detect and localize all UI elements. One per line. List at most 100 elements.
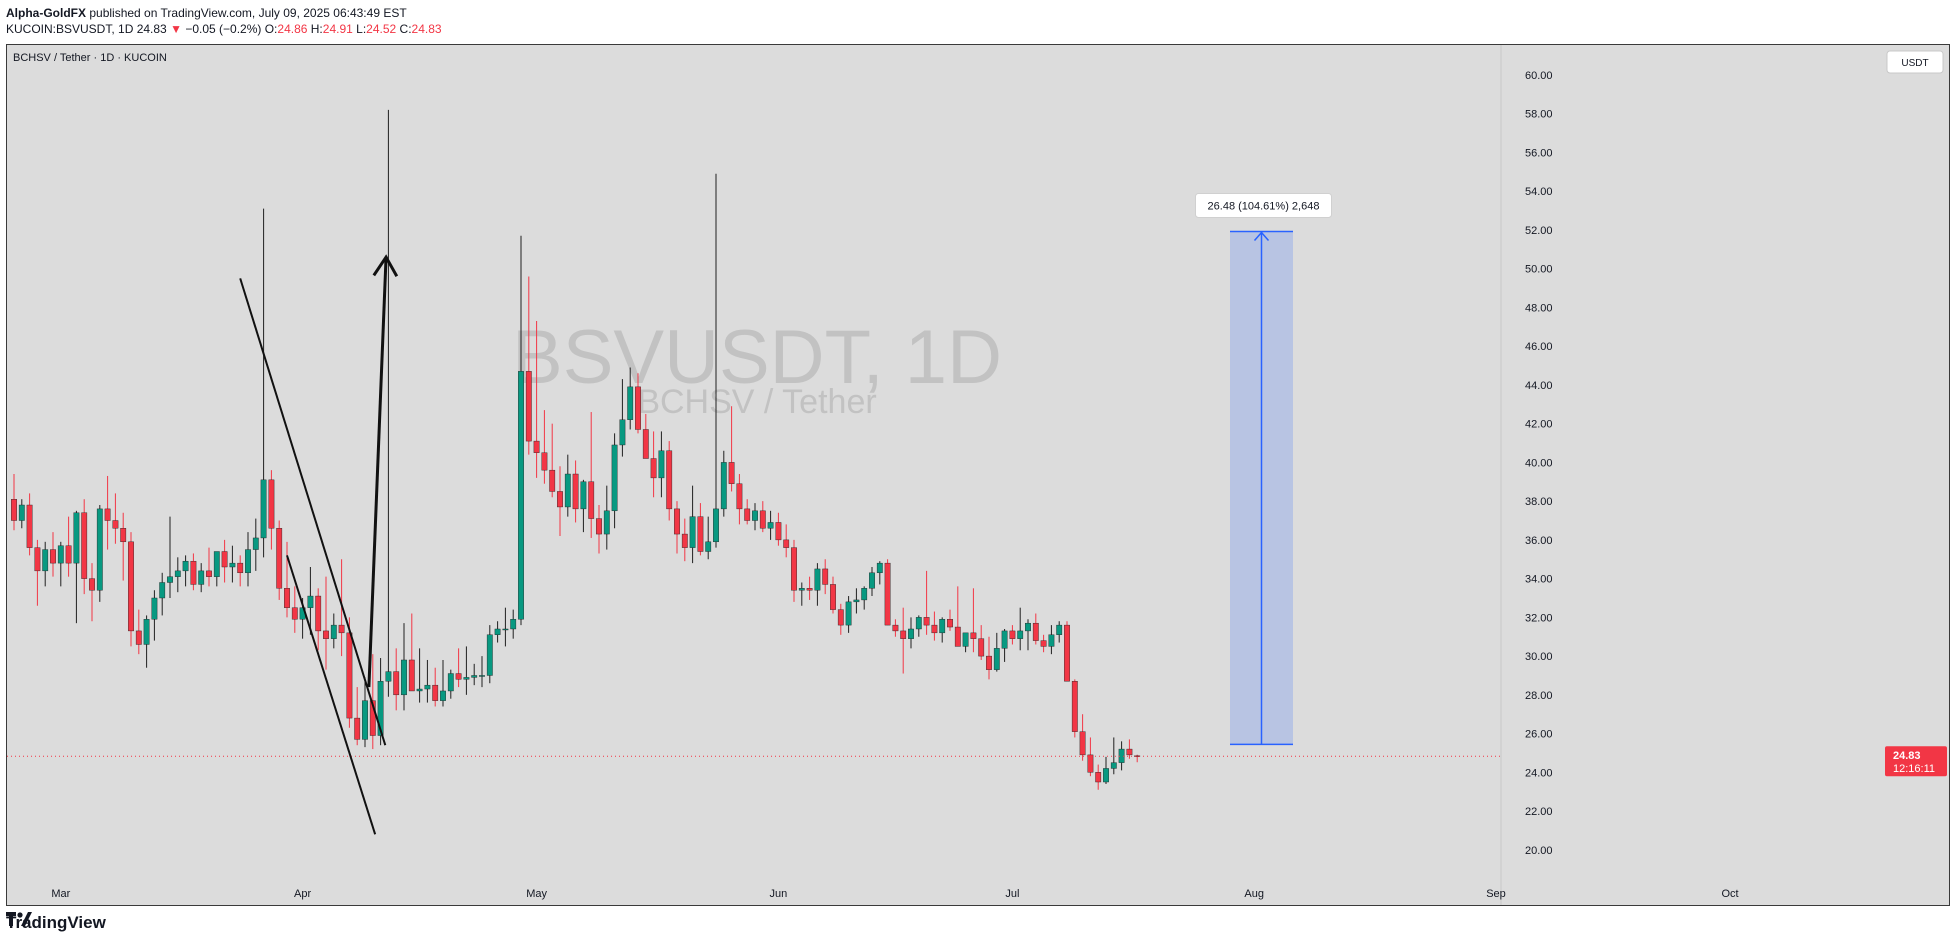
candle-body [502,628,509,631]
candle-body [580,481,587,510]
target-arrow-head-icon [372,254,399,278]
candle-body [572,473,579,510]
candle-body [549,469,556,492]
low-value: 24.52 [366,22,397,36]
candle-body [252,537,259,550]
candle-body [338,624,345,634]
high-value: 24.91 [322,22,353,36]
symbol-line: KUCOIN:BSVUSDT, 1D [6,22,134,36]
candle-body [104,508,111,521]
price-tick-label: 26.00 [1525,729,1553,741]
candle-body [798,588,805,591]
price-tick-label: 30.00 [1525,651,1553,663]
candle-body [728,462,735,484]
candle-body [767,522,774,529]
candle-body [369,700,376,736]
price-tick-label: 28.00 [1525,690,1553,702]
candle-body [416,688,423,692]
candle-body [190,560,197,585]
close-value: 24.83 [411,22,442,36]
price-tick-label: 34.00 [1525,574,1553,586]
candle-body [642,429,649,459]
candle-body [42,549,49,572]
candle-body [837,609,844,626]
candle-body [978,638,985,657]
candle-body [96,508,103,591]
candle-body [1009,630,1016,639]
candle-body [791,547,797,591]
tradingview-brand: TradingView [6,913,106,932]
time-tick-label: Oct [1721,888,1738,900]
chart-panel[interactable]: BSVUSDT, 1D BCHSV / Tether 20.00 22.00 24.0… [6,44,1950,906]
candle-body [291,607,298,620]
candle-body [564,473,571,508]
candle-body [541,452,548,471]
candle-body [1126,748,1133,756]
currency-button[interactable] [1886,50,1944,74]
candle-body [432,684,439,701]
candle-body [923,617,930,626]
price-tag [1885,746,1947,777]
candle-body [213,551,220,577]
candle-body [697,516,704,552]
currency-button-label: USDT [1901,58,1928,69]
candle-body [167,576,173,583]
candle-body [1103,768,1109,783]
candle-body [128,541,134,632]
candle-body [908,628,914,639]
candle-body [1087,754,1094,773]
candle-body [705,541,712,552]
candle-body [143,619,150,645]
candle-body [939,619,946,634]
candle-body [1056,624,1063,635]
candle-body [884,562,891,626]
candle-body [50,549,56,564]
candle-body [463,677,470,680]
candle-body [666,450,673,510]
open-label: O: [264,22,278,36]
candle-body [627,386,634,420]
candle-body [237,562,244,574]
candle-body [479,675,485,677]
candle-body [260,479,267,539]
price-tag-value: 24.83 [1893,750,1921,762]
open-value: 24.86 [277,22,308,36]
candle-body [206,570,212,577]
author-name[interactable]: Alpha-GoldFX [6,6,86,20]
candle-body [892,624,899,632]
candle-body [229,562,236,568]
price-tick-label: 60.00 [1525,70,1553,82]
candle-body [284,588,290,608]
candle-body [783,539,790,548]
candle-body [752,510,758,521]
candle-body [26,504,33,548]
candle-body [65,545,72,564]
candle-body [486,634,493,676]
candle-body [377,681,384,736]
candle-body [635,386,641,430]
candle-body [120,528,127,543]
low-label: L: [356,22,367,36]
candle-body [962,632,969,647]
price-tick-label: 58.00 [1525,109,1553,121]
candle-body [1048,634,1055,647]
channel-upper-line [239,278,387,746]
candle-body [822,568,829,585]
candle-body [34,547,41,572]
price-tick-label: 52.00 [1525,225,1553,237]
tradingview-footer: TradingView [6,912,106,934]
price-tick-label: 46.00 [1525,341,1553,353]
price-change: −0.05 (−0.2%) [185,22,262,36]
candle-body [588,481,595,519]
candle-body [1001,630,1008,649]
candle-body [174,570,181,577]
high-label: H: [310,22,323,36]
time-tick-label: Sep [1486,888,1506,900]
price-tick-label: 48.00 [1525,302,1553,314]
tradingview-logo-icon [6,912,32,926]
target-arrow-shaft [367,257,388,688]
candle-body [1110,762,1117,769]
candle-body [1095,772,1102,783]
price-tick-label: 40.00 [1525,457,1553,469]
